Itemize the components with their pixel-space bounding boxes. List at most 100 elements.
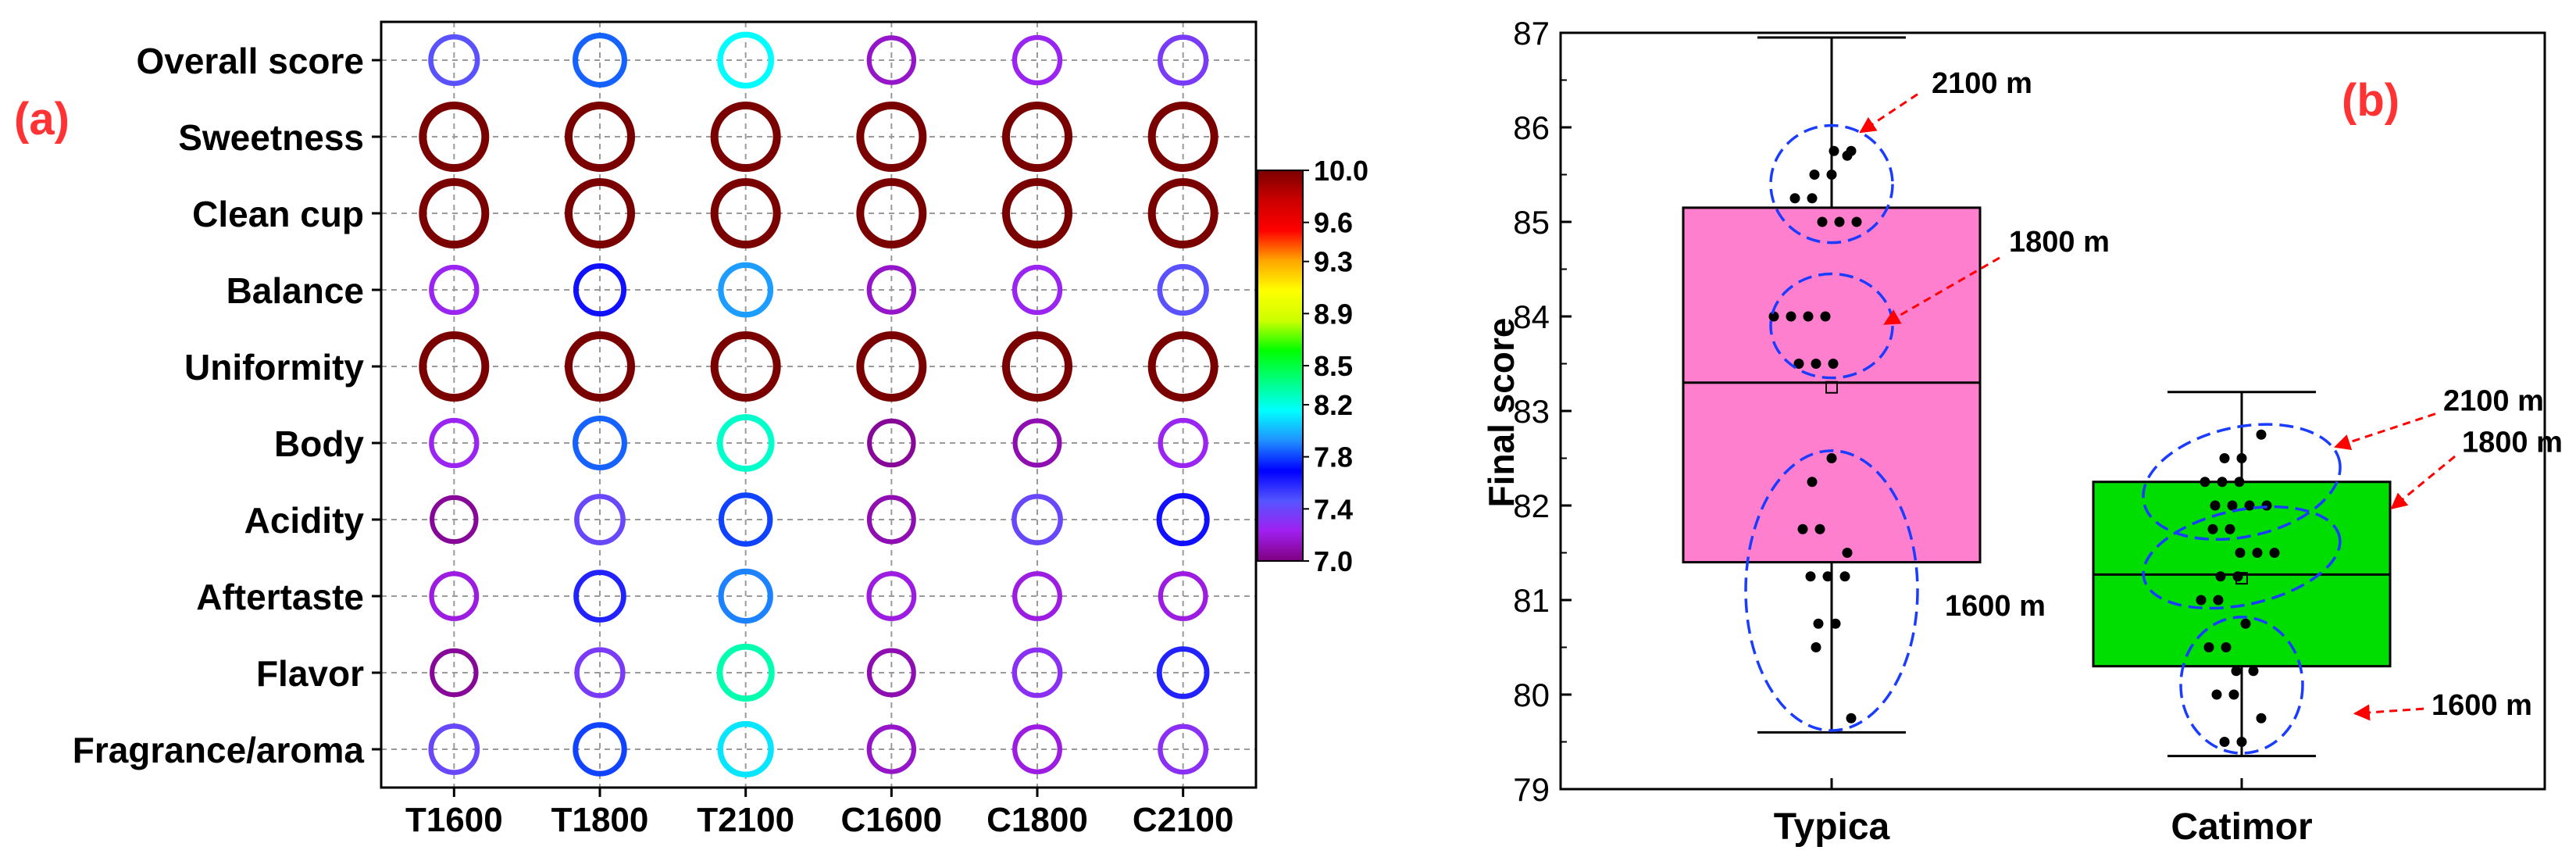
data-point bbox=[1817, 216, 1828, 227]
heatmap-circle bbox=[856, 331, 927, 402]
heatmap-row-labels: Overall score Sweetness Clean cup Balance Un… bbox=[73, 41, 381, 770]
heatmap-circle bbox=[1147, 102, 1218, 172]
column-label: T1600 bbox=[405, 801, 503, 839]
group-ellipse bbox=[2142, 505, 2342, 610]
heatmap-circle bbox=[1158, 571, 1208, 621]
heatmap-circle bbox=[1012, 724, 1062, 774]
data-point bbox=[1822, 571, 1833, 582]
data-point bbox=[2219, 737, 2230, 747]
heatmap-frame bbox=[380, 20, 1258, 789]
heatmap-circle bbox=[856, 178, 927, 248]
data-point bbox=[2210, 500, 2221, 511]
colorbar-tick-label: 8.5 bbox=[1314, 350, 1353, 382]
heatmap-circle bbox=[866, 35, 917, 85]
data-points bbox=[1768, 145, 2280, 747]
heatmap-circle bbox=[718, 262, 774, 318]
column-label: T1800 bbox=[551, 801, 649, 839]
colorbar-gradient bbox=[1257, 170, 1304, 562]
data-point bbox=[2227, 500, 2238, 511]
data-point bbox=[1786, 311, 1796, 322]
heatmap-panel: Overall score Sweetness Clean cup Balance Un… bbox=[73, 20, 1368, 839]
heatmap-circle bbox=[565, 331, 635, 402]
data-point bbox=[2248, 666, 2259, 677]
x-tick-label: Typica bbox=[1774, 806, 1890, 848]
row-label: Fragrance/aroma bbox=[73, 730, 365, 770]
y-tick-label: 81 bbox=[1513, 582, 1550, 619]
row-label: Aftertaste bbox=[196, 577, 364, 617]
data-point bbox=[1842, 150, 1853, 161]
data-point bbox=[1793, 359, 1804, 369]
elevation-annotation: 1800 m bbox=[2009, 226, 2110, 259]
colorbar-tick-label: 7.0 bbox=[1314, 545, 1353, 577]
data-point bbox=[1803, 311, 1814, 322]
data-point bbox=[2213, 595, 2224, 606]
annotations: 2100 m 1800 m 1600 m 2100 m 1800 m 1600 m bbox=[1859, 67, 2563, 722]
data-point bbox=[1829, 145, 1839, 156]
data-point bbox=[2236, 453, 2247, 463]
heatmap-circle bbox=[419, 331, 490, 402]
data-point bbox=[2225, 523, 2235, 534]
data-point bbox=[2236, 737, 2247, 747]
data-point bbox=[1842, 548, 1853, 558]
heatmap-circle bbox=[1002, 331, 1072, 402]
data-point bbox=[1839, 571, 1850, 582]
y-axis-label: Final score bbox=[1481, 318, 1522, 508]
heatmap-circle bbox=[717, 720, 774, 778]
y-tick-label: 86 bbox=[1513, 109, 1550, 146]
data-point bbox=[1826, 453, 1837, 463]
data-point bbox=[1834, 216, 1845, 227]
heatmap-circle bbox=[1012, 571, 1062, 621]
heatmap-circle bbox=[717, 31, 775, 89]
colorbar-tick-label: 8.2 bbox=[1314, 389, 1353, 421]
heatmap-circle bbox=[1011, 34, 1063, 86]
heatmap-circle bbox=[710, 331, 781, 402]
data-point bbox=[1797, 523, 1808, 534]
data-point bbox=[1826, 170, 1837, 180]
heatmap-circle bbox=[1157, 263, 1209, 316]
row-label: Body bbox=[274, 423, 364, 464]
annotation-arrow bbox=[2334, 413, 2436, 451]
annotation-arrow bbox=[2353, 704, 2424, 721]
data-point bbox=[2261, 500, 2272, 511]
heatmap-circle bbox=[1147, 178, 1218, 248]
row-label: Sweetness bbox=[178, 117, 364, 158]
row-label: Acidity bbox=[244, 500, 365, 541]
y-tick-label: 79 bbox=[1513, 771, 1550, 808]
data-point bbox=[1813, 618, 1824, 629]
heatmap-circle bbox=[573, 263, 627, 317]
data-point bbox=[2196, 595, 2207, 606]
heatmap-circle bbox=[1012, 418, 1062, 468]
data-point bbox=[2207, 523, 2218, 534]
heatmap-circle bbox=[419, 102, 490, 172]
heatmap-column-labels: T1600 T1800 T2100 C1600 C1800 C2100 bbox=[405, 788, 1234, 839]
heatmap-circle bbox=[1158, 417, 1208, 469]
data-point bbox=[2240, 618, 2251, 629]
column-label: C2100 bbox=[1133, 801, 1234, 839]
mean-marker bbox=[1825, 380, 1838, 394]
colorbar-tick-label: 7.8 bbox=[1314, 441, 1353, 473]
group-ellipse bbox=[2142, 423, 2342, 541]
y-axis-ticks: 79 80 81 82 83 84 85 86 87 bbox=[1513, 15, 1572, 808]
data-point bbox=[1809, 170, 1820, 180]
heatmap-circle bbox=[1011, 647, 1063, 698]
elevation-annotation: 2100 m bbox=[1932, 67, 2032, 100]
heatmap-circle bbox=[710, 178, 781, 248]
data-point bbox=[1814, 523, 1825, 534]
data-point bbox=[1805, 571, 1816, 582]
row-label: Uniformity bbox=[184, 347, 364, 388]
data-point bbox=[2203, 642, 2214, 652]
data-point bbox=[2235, 548, 2246, 558]
heatmap-circle bbox=[1158, 723, 1209, 775]
y-tick-label: 84 bbox=[1513, 298, 1550, 335]
column-label: T2100 bbox=[697, 801, 794, 839]
column-label: C1800 bbox=[987, 801, 1088, 839]
group-ellipse bbox=[1744, 449, 1919, 732]
data-point bbox=[2219, 453, 2230, 463]
row-label: Overall score bbox=[136, 41, 364, 81]
heatmap-circle bbox=[866, 495, 916, 545]
boxplot-frame bbox=[1559, 31, 2546, 791]
heatmap-circle bbox=[866, 265, 917, 315]
row-label: Clean cup bbox=[192, 194, 364, 234]
group-ellipse bbox=[2179, 616, 2304, 755]
heatmap-circle bbox=[430, 648, 479, 698]
